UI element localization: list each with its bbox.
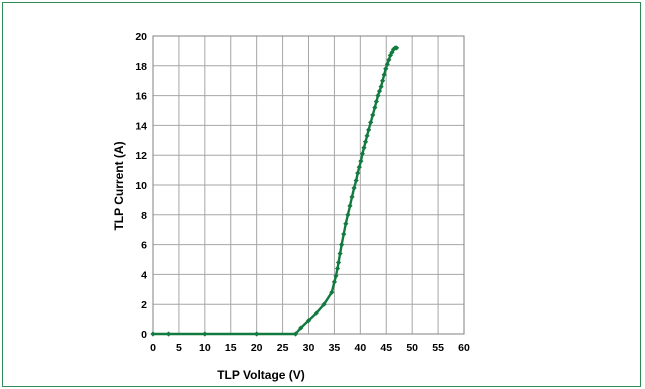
data-point	[361, 145, 367, 151]
data-point	[359, 151, 366, 157]
data-point	[353, 177, 359, 184]
x-tick-label: 50	[406, 342, 418, 354]
y-tick-label: 16	[135, 91, 147, 103]
x-tick-label: 35	[329, 342, 341, 354]
data-point	[313, 310, 319, 316]
data-point	[202, 331, 208, 337]
tick-labels: 0 5 10 15 20 25 30 35 40 45 50 55 60 0 2 4 6 8 10 12 14 16 18 2…	[135, 31, 470, 354]
x-tick-label: 0	[150, 342, 156, 354]
data-point	[362, 139, 369, 145]
x-tick-label: 45	[380, 342, 392, 354]
data-point	[298, 325, 304, 331]
grid	[152, 35, 465, 335]
y-tick-label: 14	[135, 120, 147, 132]
data-point	[349, 194, 355, 200]
y-tick-label: 20	[135, 31, 147, 43]
data-point	[337, 250, 343, 257]
data-point	[383, 66, 389, 72]
y-axis-title: TLP Current (A)	[112, 141, 126, 230]
tlp-iv-chart: 0 5 10 15 20 25 30 35 40 45 50 55 60 0 2 4 6 8 10 12 14 16 18 2…	[112, 31, 470, 382]
data-point	[368, 119, 374, 126]
x-tick-label: 10	[199, 342, 211, 354]
data-point	[339, 242, 345, 248]
data-point	[386, 57, 392, 63]
x-tick-label: 20	[251, 342, 263, 354]
data-point	[305, 317, 312, 324]
y-tick-label: 2	[141, 299, 147, 311]
data-point	[334, 265, 341, 272]
data-point	[355, 170, 361, 176]
data-point	[376, 88, 383, 94]
data-point	[372, 104, 378, 111]
data-point	[150, 331, 156, 337]
x-axis-title: TLP Voltage (V)	[217, 368, 305, 382]
x-tick-label: 55	[432, 342, 444, 354]
y-tick-label: 10	[135, 180, 147, 192]
data-point	[381, 72, 387, 78]
x-tick-label: 5	[176, 342, 182, 354]
data-point	[351, 185, 357, 191]
data-point	[347, 203, 353, 209]
y-tick-label: 8	[141, 210, 147, 222]
series-group	[150, 45, 400, 337]
plot-border	[152, 35, 465, 335]
data-point	[358, 158, 364, 164]
data-point	[390, 46, 397, 53]
y-tick-label: 6	[141, 240, 147, 252]
data-point	[364, 133, 370, 139]
x-tick-label: 40	[354, 342, 366, 354]
data-point	[333, 273, 339, 279]
data-point	[375, 93, 381, 99]
x-tick-label: 15	[225, 342, 237, 354]
data-point	[165, 331, 172, 337]
x-tick-label: 30	[303, 342, 315, 354]
y-tick-label: 0	[141, 329, 147, 341]
data-point	[356, 164, 362, 170]
data-point	[366, 127, 372, 133]
data-point	[394, 45, 400, 51]
data-point	[378, 84, 384, 90]
data-point	[370, 112, 376, 118]
data-point	[321, 301, 327, 307]
data-point	[329, 289, 335, 295]
data-point	[373, 98, 380, 105]
data-point	[345, 212, 351, 218]
y-tick-label: 12	[135, 150, 147, 162]
data-point	[384, 61, 390, 67]
data-point	[331, 279, 338, 285]
y-tick-label: 18	[135, 61, 147, 73]
data-point	[335, 259, 342, 266]
data-point	[343, 221, 349, 227]
data-point	[292, 331, 299, 337]
x-tick-label: 60	[458, 342, 470, 354]
data-point	[341, 231, 347, 237]
x-tick-label: 25	[277, 342, 289, 354]
data-point	[254, 331, 260, 337]
y-tick-label: 4	[141, 269, 147, 281]
data-point	[380, 78, 386, 84]
